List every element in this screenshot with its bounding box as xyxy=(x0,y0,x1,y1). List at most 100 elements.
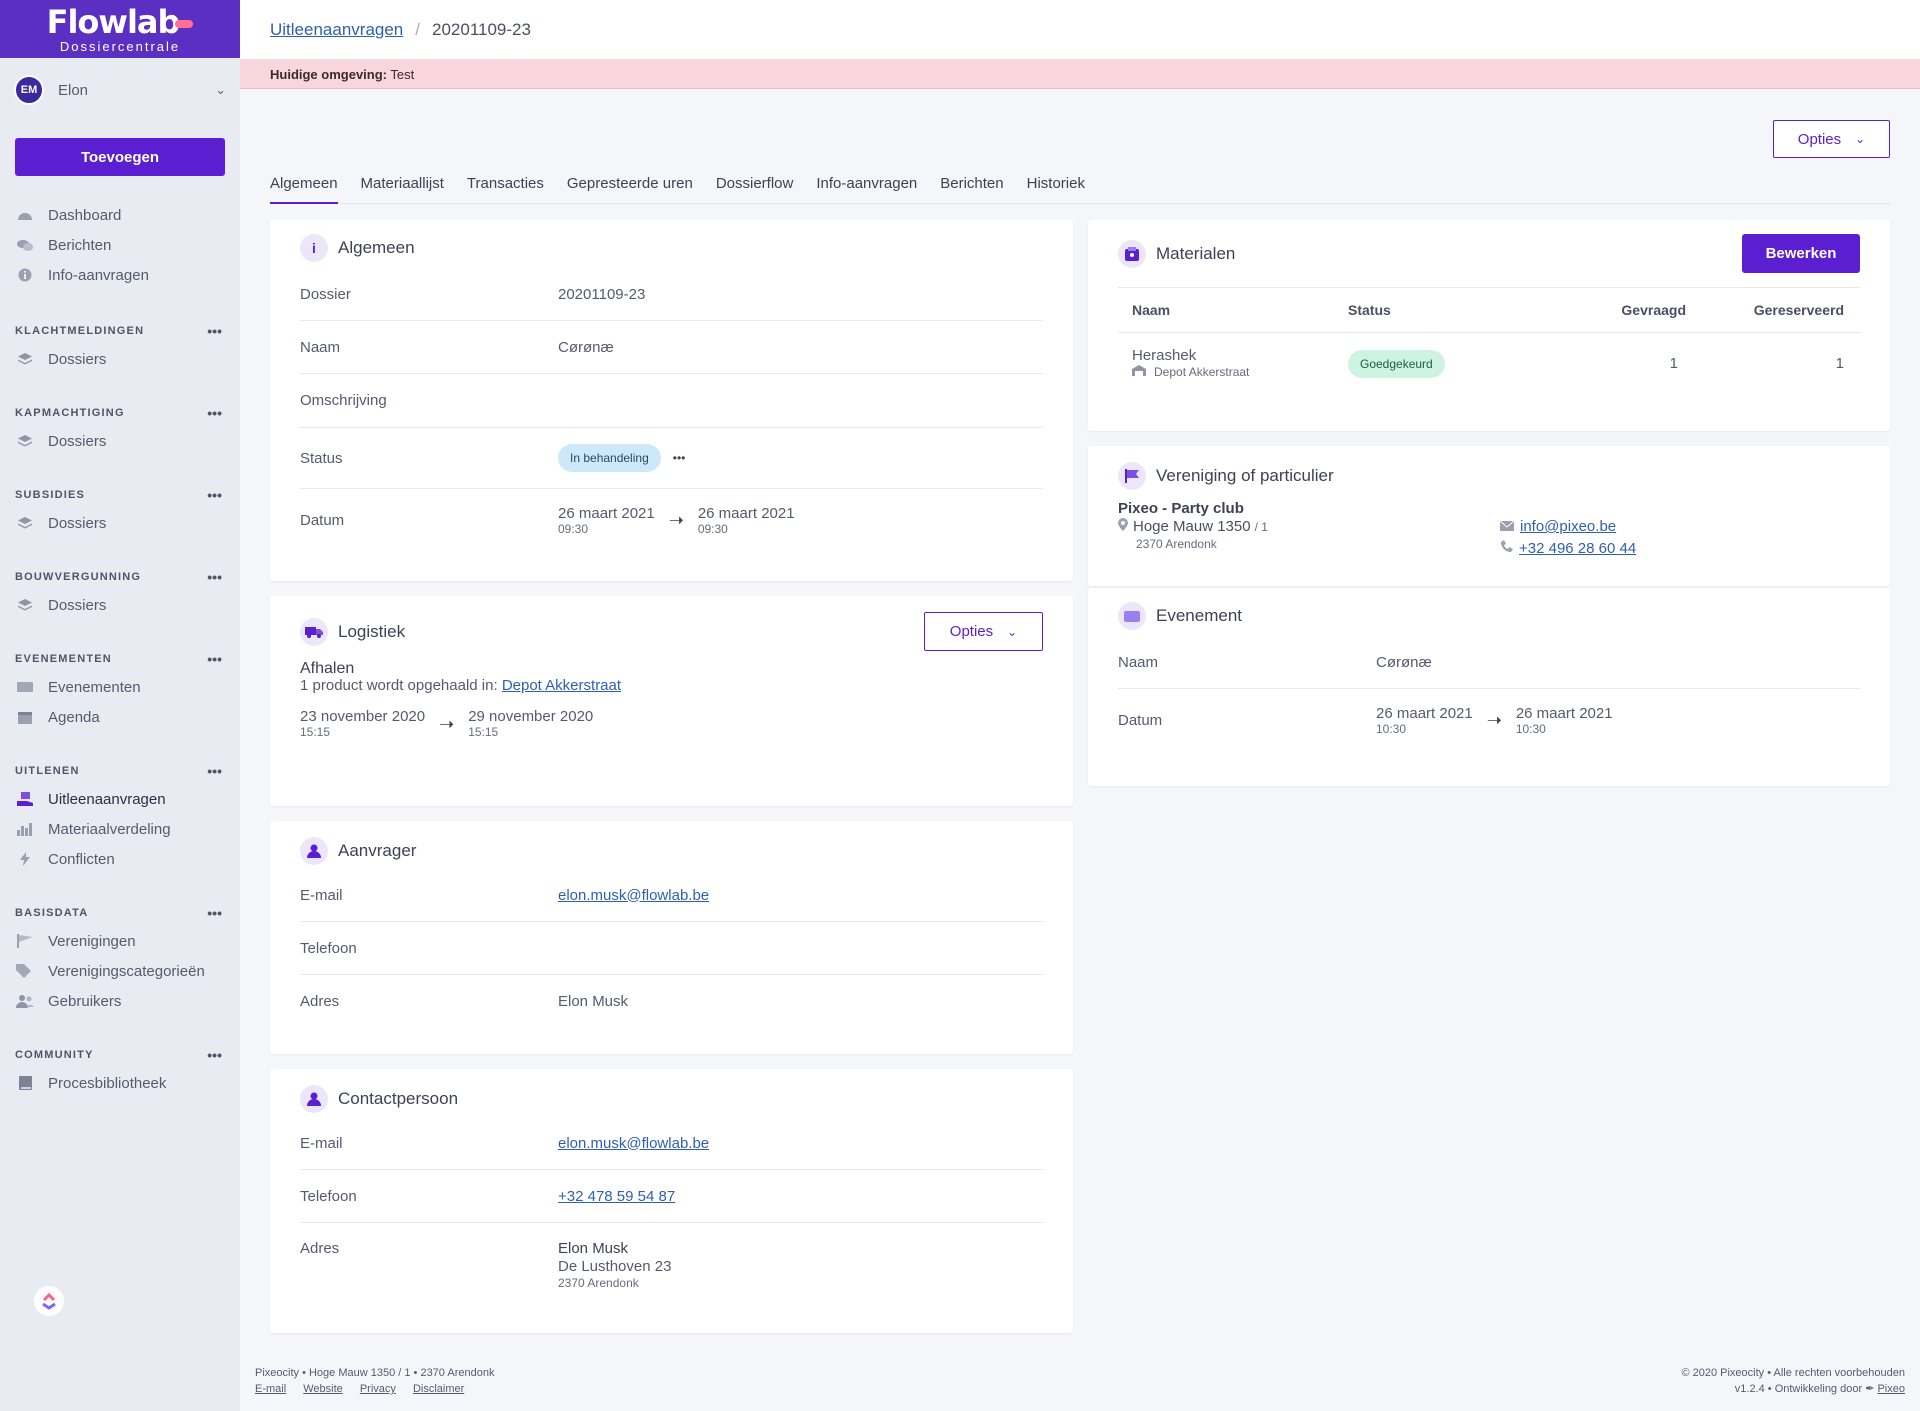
footer-version: v1.2.4 • Ontwikkeling door xyxy=(1734,1383,1863,1395)
user-icon xyxy=(300,1085,328,1113)
field-row: Telefoon xyxy=(300,922,1043,975)
map-pin-icon xyxy=(1118,518,1128,536)
more-icon[interactable]: ••• xyxy=(207,405,222,421)
material-location: Depot Akkerstraat xyxy=(1154,364,1250,379)
clickup-icon[interactable] xyxy=(34,1286,64,1316)
pickup-location-link[interactable]: Depot Akkerstraat xyxy=(501,677,622,694)
start-time: 15:15 xyxy=(300,725,331,739)
field-row: Omschrijving xyxy=(300,374,1043,428)
field-row: Datum 26 maart 2021 10:30 ➝ 26 maart 2021… xyxy=(1118,689,1860,752)
footer-website-link[interactable]: Website xyxy=(303,1383,343,1395)
sidebar-item-dossiers[interactable]: Dossiers xyxy=(0,344,240,374)
sidebar-item-verenigingscategorieen[interactable]: Verenigingscategorieën xyxy=(0,956,240,986)
email-link[interactable]: elon.musk@flowlab.be xyxy=(558,886,710,904)
sidebar-item-uitleenaanvragen[interactable]: Uitleenaanvragen xyxy=(0,784,240,814)
edit-button[interactable]: Bewerken xyxy=(1742,234,1860,273)
status-badge[interactable]: In behandeling xyxy=(558,444,661,472)
more-icon[interactable]: ••• xyxy=(207,905,222,921)
info-icon xyxy=(16,268,34,282)
section-subsidies: SUBSIDIES ••• Dossiers xyxy=(0,482,240,538)
email-link[interactable]: elon.musk@flowlab.be xyxy=(558,1134,710,1152)
sidebar-item-gebruikers[interactable]: Gebruikers xyxy=(0,986,240,1016)
sidebar-item-materiaalverdeling[interactable]: Materiaalverdeling xyxy=(0,814,240,844)
sidebar-item-conflicten[interactable]: Conflicten xyxy=(0,844,240,874)
footer-address: Pixeocity • Hoge Mauw 1350 / 1 • 2370 Ar… xyxy=(255,1367,495,1379)
section-title: BOUWVERGUNNING xyxy=(15,571,142,583)
more-icon[interactable]: ••• xyxy=(207,487,222,503)
tab-dossierflow[interactable]: Dossierflow xyxy=(715,175,794,192)
tab-gepresteerde-uren[interactable]: Gepresteerde uren xyxy=(566,175,693,192)
more-icon[interactable]: ••• xyxy=(207,569,222,585)
sidebar-item-dossiers[interactable]: Dossiers xyxy=(0,426,240,456)
footer-disclaimer-link[interactable]: Disclaimer xyxy=(412,1383,465,1395)
sidebar-item-info-aanvragen[interactable]: Info-aanvragen xyxy=(0,260,240,290)
more-icon[interactable]: ••• xyxy=(207,1047,222,1063)
footer-developer-link[interactable]: Pixeo xyxy=(1877,1383,1905,1395)
sidebar-item-label: Verenigingen xyxy=(48,932,136,950)
sidebar-item-evenementen[interactable]: Evenementen xyxy=(0,672,240,702)
field-label: E-mail xyxy=(300,1134,343,1152)
environment-banner: Huidige omgeving: Test xyxy=(240,60,1920,89)
truck-icon xyxy=(300,617,328,646)
more-icon[interactable]: ••• xyxy=(672,451,686,465)
user-menu[interactable]: EM Elon ⌄ xyxy=(0,58,240,122)
field-label: Telefoon xyxy=(300,1187,357,1205)
options-button[interactable]: Opties ⌄ xyxy=(1773,120,1890,158)
tab-algemeen[interactable]: Algemeen xyxy=(270,172,338,204)
tab-materiaallijst[interactable]: Materiaallijst xyxy=(360,175,444,192)
sidebar-item-label: Info-aanvragen xyxy=(48,266,149,284)
material-name: Herashek xyxy=(1132,346,1197,364)
field-row: Dossier 20201109-23 xyxy=(300,268,1043,321)
brand-logo[interactable]: Flowlab Dossiercentrale xyxy=(0,0,240,58)
logistics-options-button[interactable]: Opties ⌄ xyxy=(924,612,1043,651)
footer-email-link[interactable]: E-mail xyxy=(255,1383,287,1395)
more-icon[interactable]: ••• xyxy=(207,763,222,779)
card-title: Materialen xyxy=(1156,243,1236,263)
flag-icon xyxy=(1118,462,1146,490)
chart-bar-icon xyxy=(16,822,34,836)
table-row[interactable]: Herashek Depot Akkerstraat Goedgekeurd 1… xyxy=(1118,333,1860,395)
association-card: Vereniging of particulier Pixeo - Party … xyxy=(1088,446,1890,586)
hand-box-icon xyxy=(16,792,34,806)
sidebar-item-label: Dossiers xyxy=(48,596,107,614)
sidebar-item-verenigingen[interactable]: Verenigingen xyxy=(0,926,240,956)
sidebar-item-label: Evenementen xyxy=(48,678,141,696)
requested-count: 1 xyxy=(1669,355,1678,373)
main-nav: Dashboard Berichten Info-aanvragen xyxy=(0,200,240,290)
arrow-right-icon: ➝ xyxy=(668,510,684,530)
breadcrumb: Uitleenaanvragen / 20201109-23 xyxy=(240,0,1920,60)
card-title: Vereniging of particulier xyxy=(1156,466,1334,485)
sidebar-item-dossiers[interactable]: Dossiers xyxy=(0,590,240,620)
sidebar-item-berichten[interactable]: Berichten xyxy=(0,230,240,260)
tab-transacties[interactable]: Transacties xyxy=(466,175,544,192)
event-name: Cørønæ xyxy=(1376,653,1432,671)
options-label: Opties xyxy=(1797,130,1842,148)
sidebar-item-dossiers[interactable]: Dossiers xyxy=(0,508,240,538)
tab-info-aanvragen[interactable]: Info-aanvragen xyxy=(816,175,918,192)
tab-historiek[interactable]: Historiek xyxy=(1026,175,1085,192)
bolt-icon xyxy=(16,852,34,866)
sidebar-item-agenda[interactable]: Agenda xyxy=(0,702,240,732)
ticket-icon xyxy=(16,680,34,694)
association-phone-link[interactable]: +32 496 28 60 44 xyxy=(1519,540,1637,557)
phone-icon xyxy=(1500,538,1513,560)
association-bus: / 1 xyxy=(1254,520,1268,534)
sidebar-item-dashboard[interactable]: Dashboard xyxy=(0,200,240,230)
more-icon[interactable]: ••• xyxy=(207,651,222,667)
column-header: Status xyxy=(1348,287,1548,333)
address: Elon Musk De Lusthoven 23 2370 Arendonk xyxy=(558,1240,671,1290)
breadcrumb-parent-link[interactable]: Uitleenaanvragen xyxy=(270,19,404,39)
association-email-link[interactable]: info@pixeo.be xyxy=(1520,518,1617,535)
footer-privacy-link[interactable]: Privacy xyxy=(359,1383,396,1395)
sidebar-item-procesbibliotheek[interactable]: Procesbibliotheek xyxy=(0,1068,240,1098)
section-klachtmeldingen: KLACHTMELDINGEN ••• Dossiers xyxy=(0,318,240,374)
flag-icon xyxy=(16,934,34,948)
more-icon[interactable]: ••• xyxy=(207,323,222,339)
tags-icon xyxy=(16,964,34,978)
arrow-right-icon: ➝ xyxy=(1486,710,1502,730)
tab-berichten[interactable]: Berichten xyxy=(940,175,1004,192)
phone-link[interactable]: +32 478 59 54 87 xyxy=(558,1187,676,1205)
sidebar: Flowlab Dossiercentrale EM Elon ⌄ Toevoe… xyxy=(0,0,240,1411)
general-card: i Algemeen Dossier 20201109-23 Naam Cørø… xyxy=(270,220,1073,581)
add-button[interactable]: Toevoegen xyxy=(15,138,225,176)
